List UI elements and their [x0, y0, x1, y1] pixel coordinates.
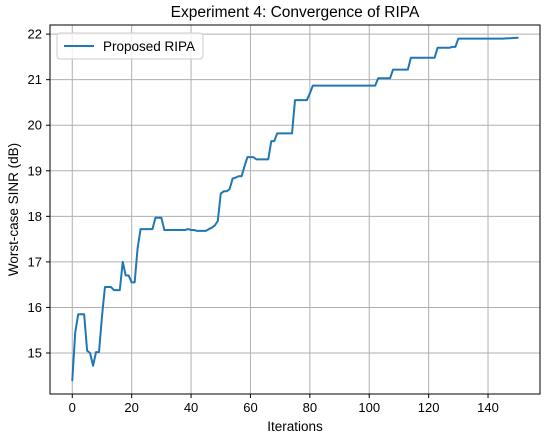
y-axis-label: Worst-case SINR (dB) [6, 143, 21, 276]
legend-entry-proposed-ripa: Proposed RIPA [103, 39, 195, 54]
y-tick-label: 20 [28, 118, 42, 133]
x-axis-label: Iterations [267, 419, 323, 434]
x-tick-label: 80 [303, 400, 317, 415]
x-tick-label: 40 [184, 400, 198, 415]
y-tick-label: 16 [28, 300, 42, 315]
x-tick-label: 0 [69, 400, 76, 415]
legend: Proposed RIPA [56, 32, 204, 60]
tick-layer: 0 20 40 60 80 100 120 140 15 16 17 18 19 20 21 22 [28, 27, 499, 415]
x-tick-label: 60 [243, 400, 257, 415]
y-tick-label: 21 [28, 72, 42, 87]
y-tick-label: 18 [28, 209, 42, 224]
chart-title: Experiment 4: Convergence of RIPA [171, 4, 420, 21]
y-tick-label: 15 [28, 346, 42, 361]
y-tick-label: 22 [28, 27, 42, 42]
x-tick-label: 140 [477, 400, 499, 415]
x-tick-label: 20 [124, 400, 138, 415]
series-layer [71, 36, 519, 382]
y-tick-label: 19 [28, 163, 42, 178]
series-line-proposed-ripa [71, 36, 519, 382]
legend-box [56, 32, 204, 60]
y-tick-label: 17 [28, 254, 42, 269]
plot-frame [49, 24, 541, 395]
x-tick-label: 120 [418, 400, 440, 415]
x-tick-label: 100 [358, 400, 380, 415]
